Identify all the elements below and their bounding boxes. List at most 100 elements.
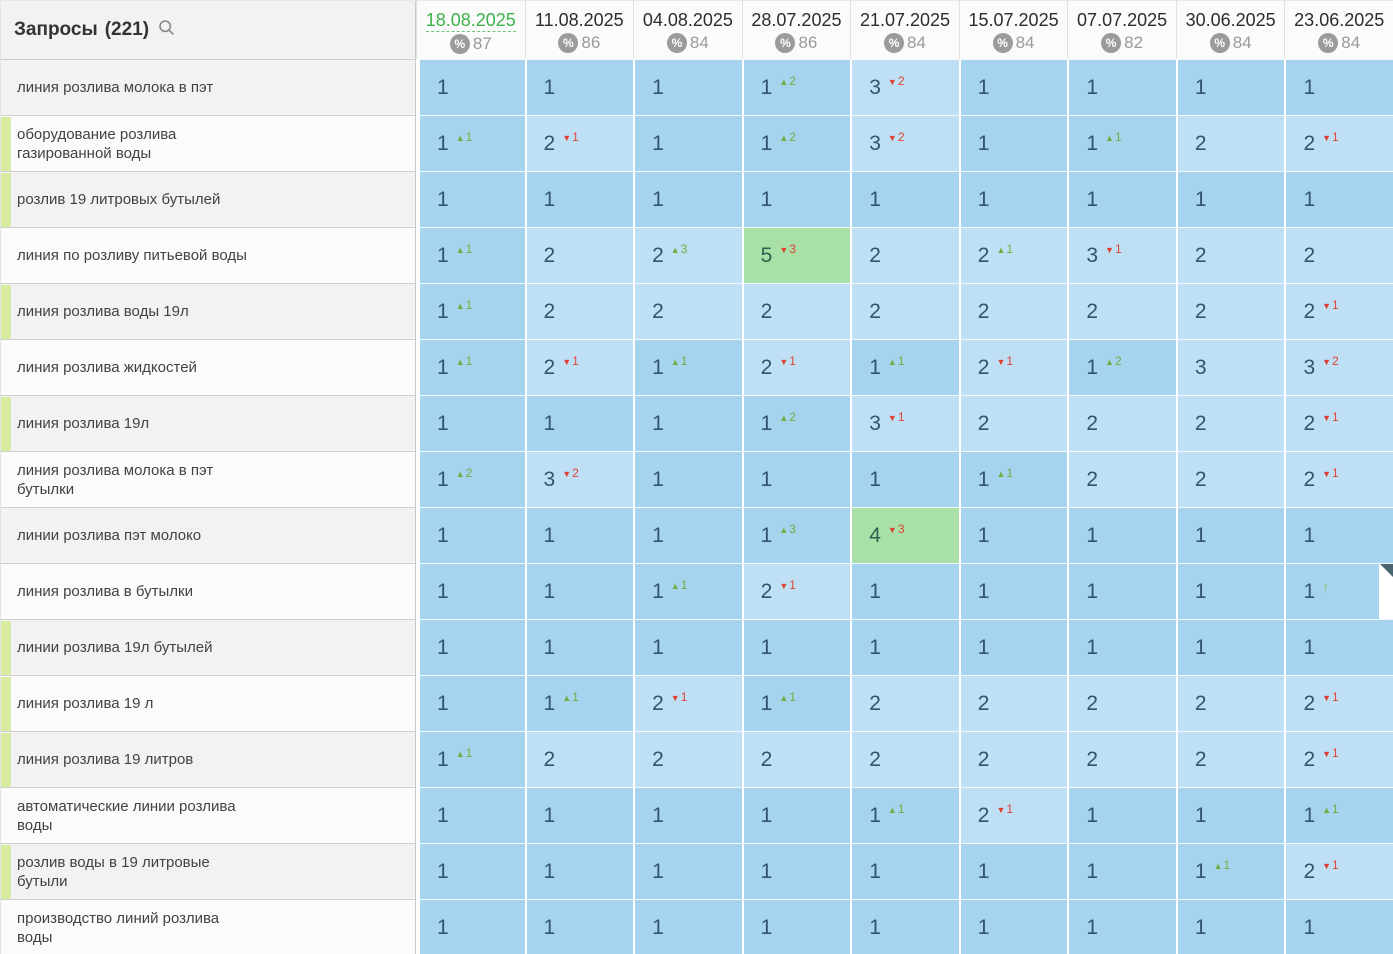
position-cell[interactable]: 2: [1175, 283, 1285, 339]
position-cell[interactable]: 2: [1067, 675, 1176, 731]
position-cell[interactable]: 1: [633, 451, 742, 507]
position-cell[interactable]: 1 ▲3: [741, 507, 851, 563]
position-cell[interactable]: 1 ▲1: [1284, 787, 1393, 843]
position-cell[interactable]: 1: [524, 59, 634, 115]
position-cell[interactable]: 2 ▼1: [958, 339, 1068, 395]
position-cell[interactable]: 2: [1067, 731, 1176, 787]
position-cell[interactable]: 2 ▼1: [1284, 115, 1393, 171]
position-cell[interactable]: 2: [1284, 227, 1393, 283]
position-cell[interactable]: 2 ▼1: [958, 787, 1068, 843]
position-cell[interactable]: 3 ▼1: [850, 395, 959, 451]
position-cell[interactable]: 1 ▲1: [416, 283, 525, 339]
position-cell[interactable]: 1: [524, 843, 634, 899]
position-cell[interactable]: 1: [524, 787, 634, 843]
position-cell[interactable]: 2 ▼1: [1284, 731, 1393, 787]
position-cell[interactable]: 2: [958, 675, 1068, 731]
position-cell[interactable]: 3: [1175, 339, 1285, 395]
position-cell[interactable]: 2 ▼1: [1284, 395, 1393, 451]
position-cell[interactable]: 1: [1067, 787, 1176, 843]
position-cell[interactable]: 2: [633, 731, 742, 787]
position-cell[interactable]: 2 ▼1: [741, 563, 851, 619]
position-cell[interactable]: 1: [1175, 171, 1285, 227]
position-cell[interactable]: 1: [741, 843, 851, 899]
position-cell[interactable]: 1: [416, 787, 525, 843]
position-cell[interactable]: 1 ▲1: [633, 339, 742, 395]
position-cell[interactable]: 2: [850, 675, 959, 731]
position-cell[interactable]: 1: [416, 507, 525, 563]
position-cell[interactable]: 1: [958, 171, 1068, 227]
position-cell[interactable]: 2 ▼1: [1284, 451, 1393, 507]
position-cell[interactable]: 1: [633, 843, 742, 899]
position-cell[interactable]: 1 ▲1: [850, 787, 959, 843]
position-cell[interactable]: 1: [524, 171, 634, 227]
query-cell[interactable]: линия розлива 19 литров: [1, 731, 416, 787]
position-cell[interactable]: 2: [633, 283, 742, 339]
date-column-header[interactable]: 15.07.2025% 84: [958, 1, 1068, 59]
date-label[interactable]: 28.07.2025: [751, 10, 842, 30]
position-cell[interactable]: 1: [633, 899, 742, 954]
date-column-header[interactable]: 18.08.2025% 87: [416, 1, 525, 59]
date-column-header[interactable]: 30.06.2025% 84: [1175, 1, 1285, 59]
position-cell[interactable]: 4 ▼3: [850, 507, 959, 563]
position-cell[interactable]: 2: [1067, 451, 1176, 507]
position-cell[interactable]: 3 ▼2: [850, 59, 959, 115]
position-cell[interactable]: 2: [958, 283, 1068, 339]
query-cell[interactable]: линия розлива молока в пэт: [1, 59, 416, 115]
position-cell[interactable]: 1: [1175, 619, 1285, 675]
position-cell[interactable]: 1: [1284, 899, 1393, 954]
position-cell[interactable]: 1: [633, 395, 742, 451]
query-cell[interactable]: оборудование розлива газированной воды: [1, 115, 416, 171]
position-cell[interactable]: 1: [633, 59, 742, 115]
position-cell[interactable]: 1: [958, 115, 1068, 171]
position-cell[interactable]: 1: [633, 115, 742, 171]
position-cell[interactable]: 1 ▲1: [850, 339, 959, 395]
position-cell[interactable]: 1: [850, 899, 959, 954]
position-cell[interactable]: 2: [1175, 115, 1285, 171]
position-cell[interactable]: 1: [741, 899, 851, 954]
position-cell[interactable]: 1: [1067, 507, 1176, 563]
position-cell[interactable]: 1: [524, 899, 634, 954]
query-cell[interactable]: линии розлива пэт молоко: [1, 507, 416, 563]
query-cell[interactable]: производство линий розлива воды: [1, 899, 416, 954]
position-cell[interactable]: 1: [1175, 787, 1285, 843]
date-column-header[interactable]: 21.07.2025% 84: [850, 1, 959, 59]
position-cell[interactable]: 2: [958, 731, 1068, 787]
position-cell[interactable]: 1: [1175, 59, 1285, 115]
position-cell[interactable]: 1: [416, 675, 525, 731]
query-cell[interactable]: линия розлива 19л: [1, 395, 416, 451]
position-cell[interactable]: 2: [524, 227, 634, 283]
position-cell[interactable]: 5 ▼3: [741, 227, 851, 283]
position-cell[interactable]: 1 ▲1: [1067, 115, 1176, 171]
position-cell[interactable]: 2: [524, 731, 634, 787]
position-cell[interactable]: 1: [633, 787, 742, 843]
position-cell[interactable]: 1: [416, 843, 525, 899]
date-label[interactable]: 30.06.2025: [1185, 10, 1276, 30]
position-cell[interactable]: 1: [1175, 507, 1285, 563]
position-cell[interactable]: 1: [850, 171, 959, 227]
position-cell[interactable]: 1: [1284, 507, 1393, 563]
position-cell[interactable]: 2 ▼1: [1284, 675, 1393, 731]
position-cell[interactable]: 1 ▲2: [1067, 339, 1176, 395]
position-cell[interactable]: 1: [1067, 619, 1176, 675]
position-cell[interactable]: 1: [1284, 619, 1393, 675]
position-cell[interactable]: 1 ▲1: [416, 227, 525, 283]
position-cell[interactable]: 2: [1067, 283, 1176, 339]
date-column-header[interactable]: 04.08.2025% 84: [633, 1, 742, 59]
position-cell[interactable]: 2: [1175, 227, 1285, 283]
query-cell[interactable]: линия розлива воды 19л: [1, 283, 416, 339]
position-cell[interactable]: 1: [741, 619, 851, 675]
position-cell[interactable]: 2 ▼1: [741, 339, 851, 395]
position-cell[interactable]: 2: [1175, 395, 1285, 451]
date-label[interactable]: 18.08.2025: [425, 9, 516, 32]
position-cell[interactable]: 1 ▲1: [633, 563, 742, 619]
position-cell[interactable]: 1: [958, 899, 1068, 954]
query-cell[interactable]: линия розлива молока в пэт бутылки: [1, 451, 416, 507]
position-cell[interactable]: 1: [1067, 843, 1176, 899]
position-cell[interactable]: 1: [1067, 171, 1176, 227]
query-cell[interactable]: розлив 19 литровых бутылей: [1, 171, 416, 227]
position-cell[interactable]: 2: [1067, 395, 1176, 451]
position-cell[interactable]: 3 ▼2: [850, 115, 959, 171]
query-cell[interactable]: линия розлива в бутылки: [1, 563, 416, 619]
position-cell[interactable]: 2 ▲3: [633, 227, 742, 283]
position-cell[interactable]: 1: [850, 563, 959, 619]
